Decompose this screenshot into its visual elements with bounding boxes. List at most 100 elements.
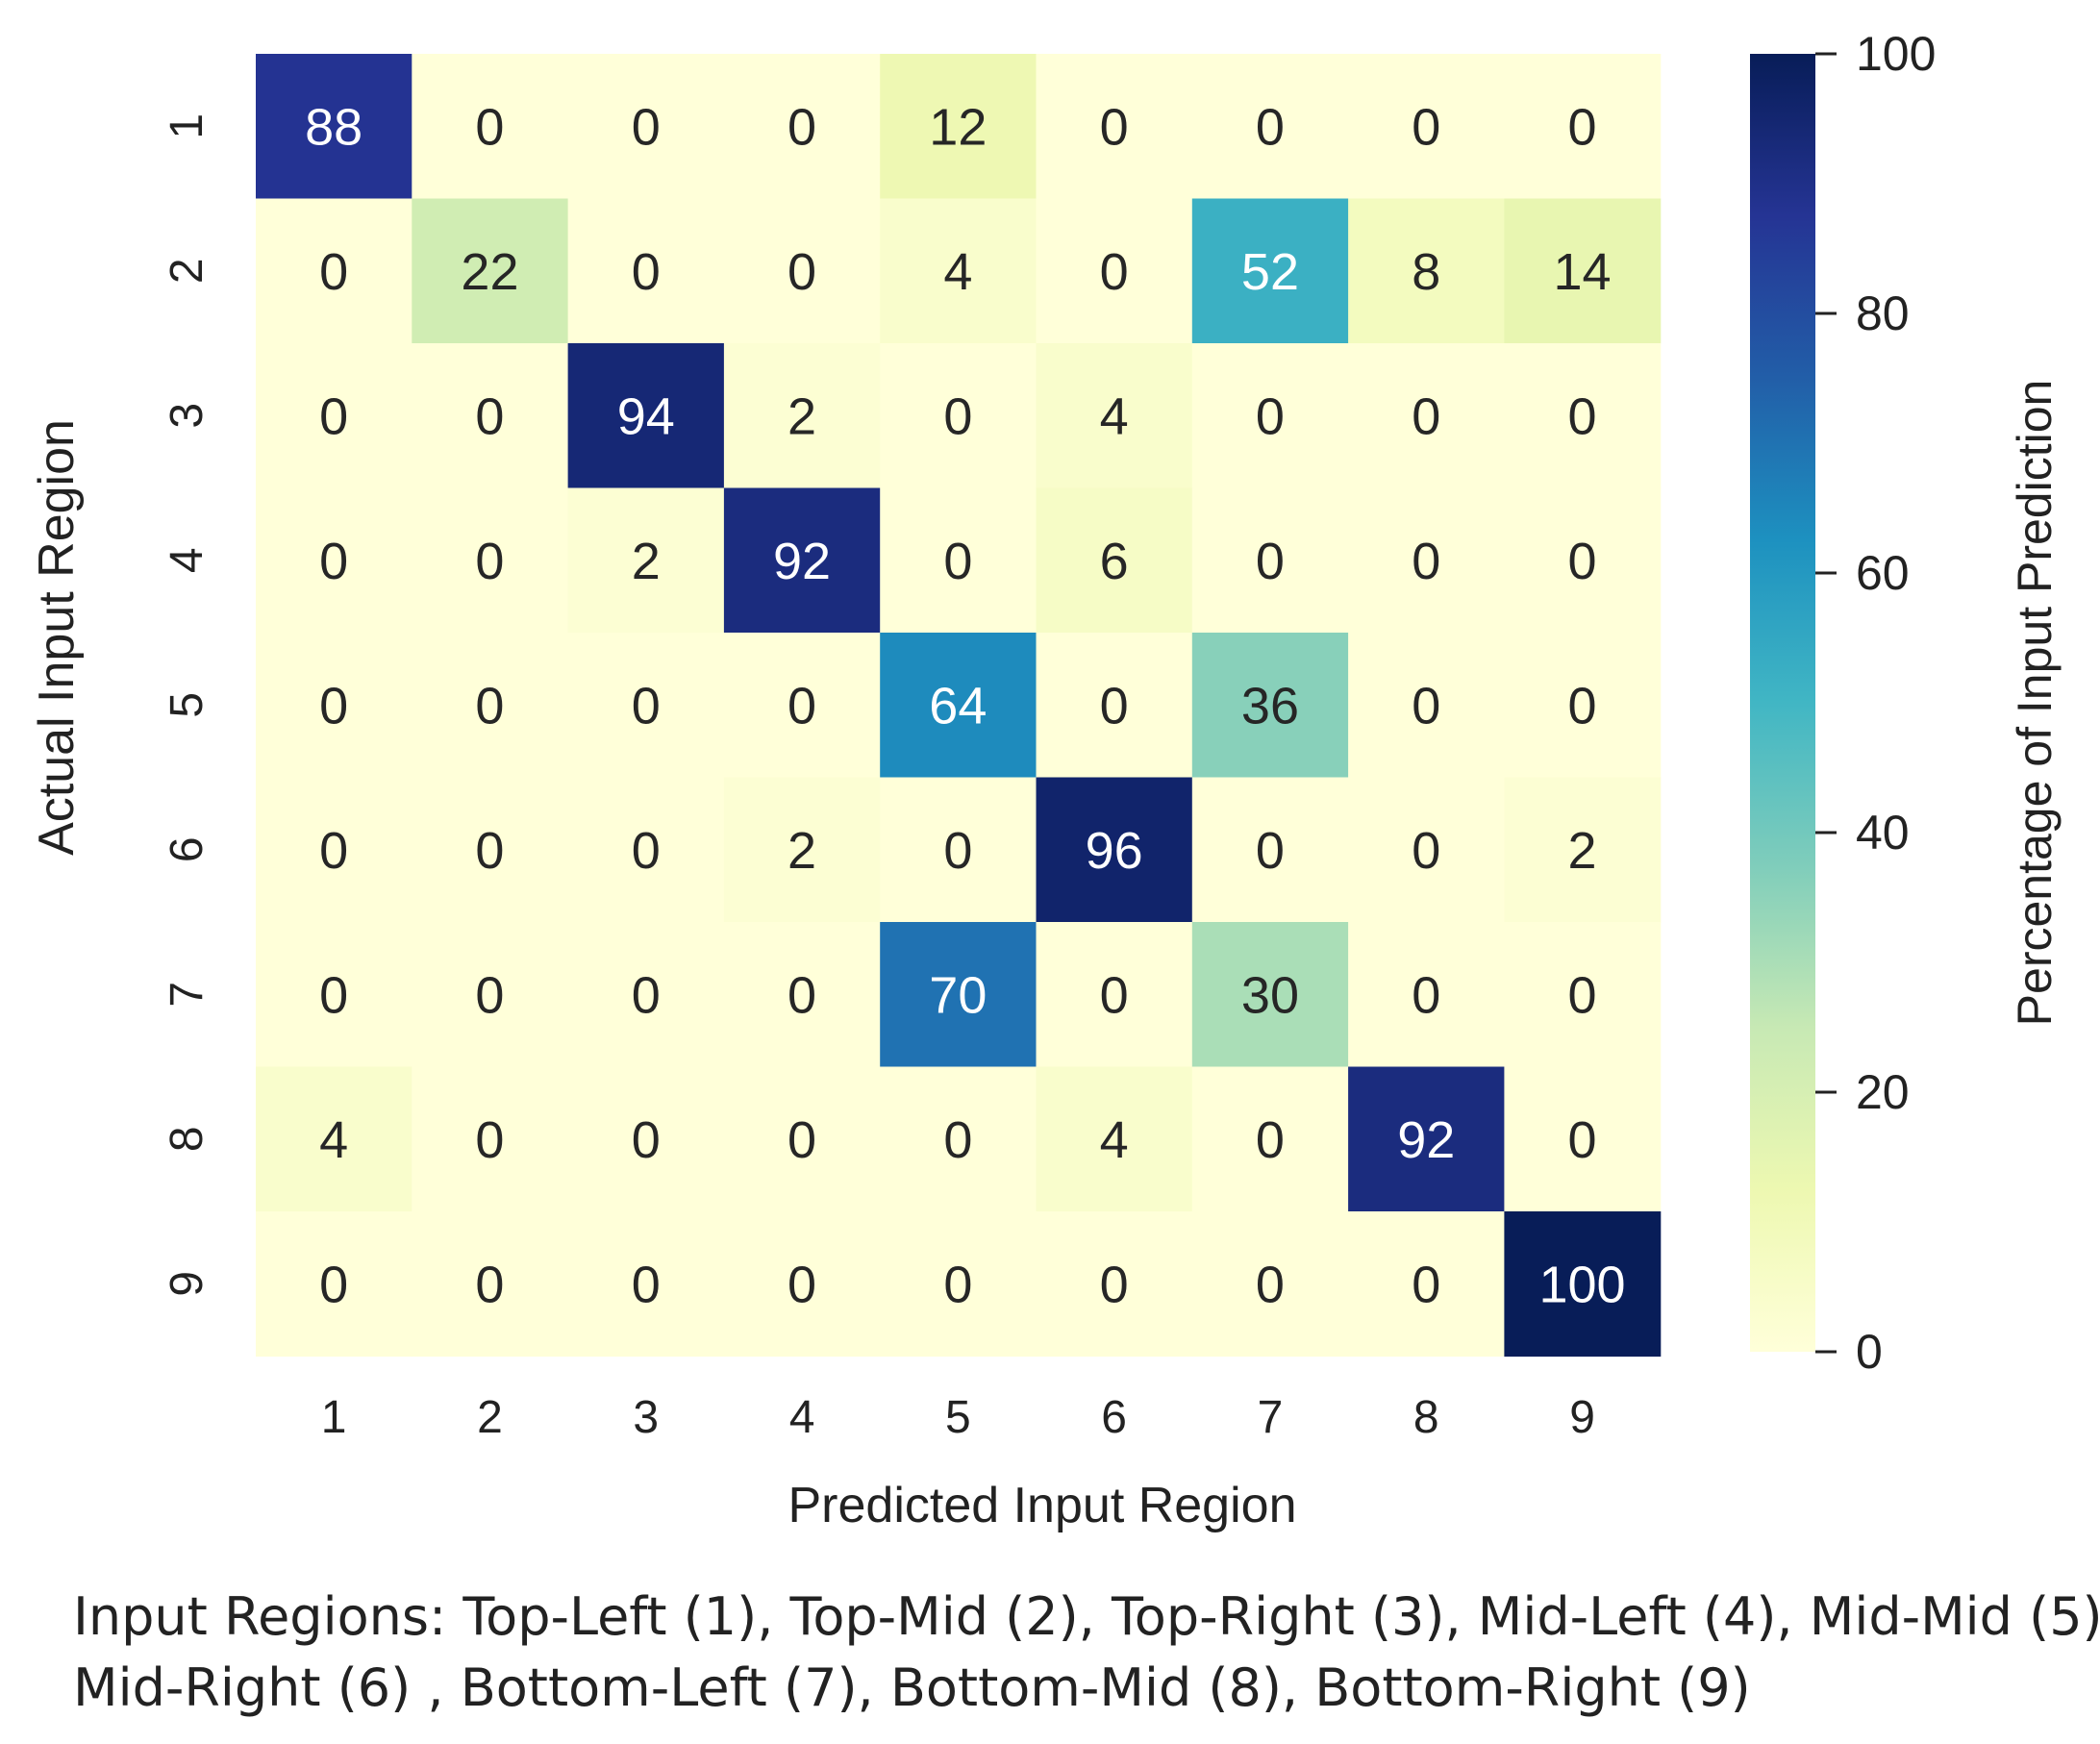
cell-value-label: 100 (1538, 1256, 1625, 1313)
heatmap-cell (412, 487, 569, 634)
heatmap-cell (1191, 922, 1349, 1068)
heatmap-cell (412, 1066, 569, 1212)
cell-value-label: 0 (1412, 387, 1440, 445)
confusion-matrix-heatmap: 88 0 0 0 12 0 0 0 00 22 0 0 4 0 52 8 140 0 94 2 0 4 0 0 00 0 2 92 0 6… (29, 27, 2062, 1533)
heatmap-cell (1191, 633, 1349, 779)
cell-value-label: 96 (1086, 822, 1143, 880)
cell-value-label: 0 (475, 1111, 504, 1169)
cell-value-label: 0 (1568, 677, 1597, 735)
heatmap-cell (1504, 1066, 1662, 1212)
cell-value-label: 0 (1412, 98, 1440, 156)
colorbar-tick-label: 20 (1856, 1065, 1910, 1119)
cell-value-label: 0 (632, 677, 661, 735)
cell-value-label: 0 (1100, 966, 1129, 1024)
heatmap-cell (1504, 198, 1662, 344)
x-tick-label: 7 (1258, 1392, 1284, 1443)
heatmap-cell (567, 1066, 725, 1212)
heatmap-cell (256, 922, 412, 1068)
cell-value-label: 92 (1397, 1111, 1455, 1169)
x-tick-label: 2 (477, 1392, 503, 1443)
x-tick-label: 4 (789, 1392, 815, 1443)
cell-value-label: 0 (475, 822, 504, 880)
colorbar-tick-label: 40 (1856, 806, 1910, 860)
cell-value-label: 0 (319, 533, 348, 590)
heatmap-cell (1504, 487, 1662, 634)
heatmap-cell (1191, 777, 1349, 923)
heatmap-cell (256, 1066, 412, 1212)
cell-value-label: 4 (1100, 387, 1129, 445)
cell-value-label: 0 (1256, 533, 1285, 590)
cell-value-label: 0 (632, 1111, 661, 1169)
heatmap-cell (567, 54, 725, 200)
heatmap-cell (723, 777, 881, 923)
heatmap-cell (723, 343, 881, 489)
heatmap-cell (1348, 487, 1505, 634)
cell-value-label: 0 (943, 387, 972, 445)
y-tick-label: 9 (162, 1271, 212, 1297)
cell-value-label: 0 (319, 1256, 348, 1313)
heatmap-cell (567, 487, 725, 634)
heatmap-cell (880, 922, 1038, 1068)
cell-value-label: 0 (1256, 98, 1285, 156)
cell-value-label: 0 (1256, 822, 1285, 880)
heatmap-cell (1348, 1066, 1505, 1212)
cell-value-label: 0 (1100, 243, 1129, 301)
cell-value-label: 30 (1241, 966, 1299, 1024)
cell-value-label: 0 (943, 822, 972, 880)
cell-value-label: 0 (1256, 1111, 1285, 1169)
cell-value-label: 0 (1412, 822, 1440, 880)
y-tick-label: 8 (162, 1126, 212, 1152)
heatmap-cell (723, 633, 881, 779)
colorbar-label: Percentage of Input Prediction (2008, 380, 2062, 1027)
heatmap-cell (412, 54, 569, 200)
cell-value-label: 4 (943, 243, 972, 301)
heatmap-cell (1036, 777, 1193, 923)
cell-value-label: 52 (1241, 243, 1299, 301)
cell-value-label: 2 (632, 533, 661, 590)
heatmap-cell (412, 922, 569, 1068)
x-tick-label: 1 (321, 1392, 347, 1443)
y-tick-label: 7 (162, 982, 212, 1008)
heatmap-cell (1191, 54, 1349, 200)
heatmap-cell (1036, 54, 1193, 200)
cell-value-label: 0 (319, 966, 348, 1024)
cell-value-label: 0 (319, 387, 348, 445)
heatmap-cell (1191, 1211, 1349, 1358)
cell-value-label: 0 (943, 533, 972, 590)
heatmap-cell (1348, 633, 1505, 779)
heatmap-cell (412, 343, 569, 489)
cell-value-label: 2 (788, 387, 816, 445)
cell-value-label: 0 (1568, 1111, 1597, 1169)
cell-value-label: 0 (1412, 533, 1440, 590)
heatmap-cell (1504, 343, 1662, 489)
cell-value-label: 2 (788, 822, 816, 880)
cell-value-labels: 88 0 0 0 12 0 0 0 00 22 0 0 4 0 52 8 140 0 94 2 0 4 0 0 00 0 2 92 0 6… (305, 98, 1625, 1313)
heatmap-cell (1191, 343, 1349, 489)
cell-value-label: 0 (475, 387, 504, 445)
cell-value-label: 92 (773, 533, 831, 590)
cell-value-label: 0 (475, 677, 504, 735)
cell-value-label: 2 (1568, 822, 1597, 880)
cell-value-label: 0 (1568, 387, 1597, 445)
colorbar-ticks: 0 20 40 60 80 100 (1815, 27, 1936, 1379)
heatmap-cell (723, 922, 881, 1068)
heatmap-cell (1191, 1066, 1349, 1212)
cell-value-label: 0 (943, 1256, 972, 1313)
cell-value-label: 4 (319, 1111, 348, 1169)
cell-value-label: 0 (788, 966, 816, 1024)
colorbar (1750, 54, 1815, 1352)
cell-value-label: 94 (617, 387, 675, 445)
x-tick-label: 9 (1569, 1392, 1595, 1443)
cell-value-label: 0 (319, 243, 348, 301)
cell-value-label: 36 (1241, 677, 1299, 735)
heatmap-cell (1504, 1211, 1662, 1358)
heatmap-cell (880, 777, 1038, 923)
cell-value-label: 0 (1568, 966, 1597, 1024)
cell-value-label: 70 (929, 966, 987, 1024)
cell-value-label: 8 (1412, 243, 1440, 301)
x-axis-tick-labels: 1 2 3 4 5 6 7 8 9 (321, 1392, 1595, 1443)
y-axis-label: Actual Input Region (29, 419, 85, 856)
cell-value-label: 0 (319, 677, 348, 735)
cell-value-label: 0 (632, 1256, 661, 1313)
heatmap-cell (880, 633, 1038, 779)
